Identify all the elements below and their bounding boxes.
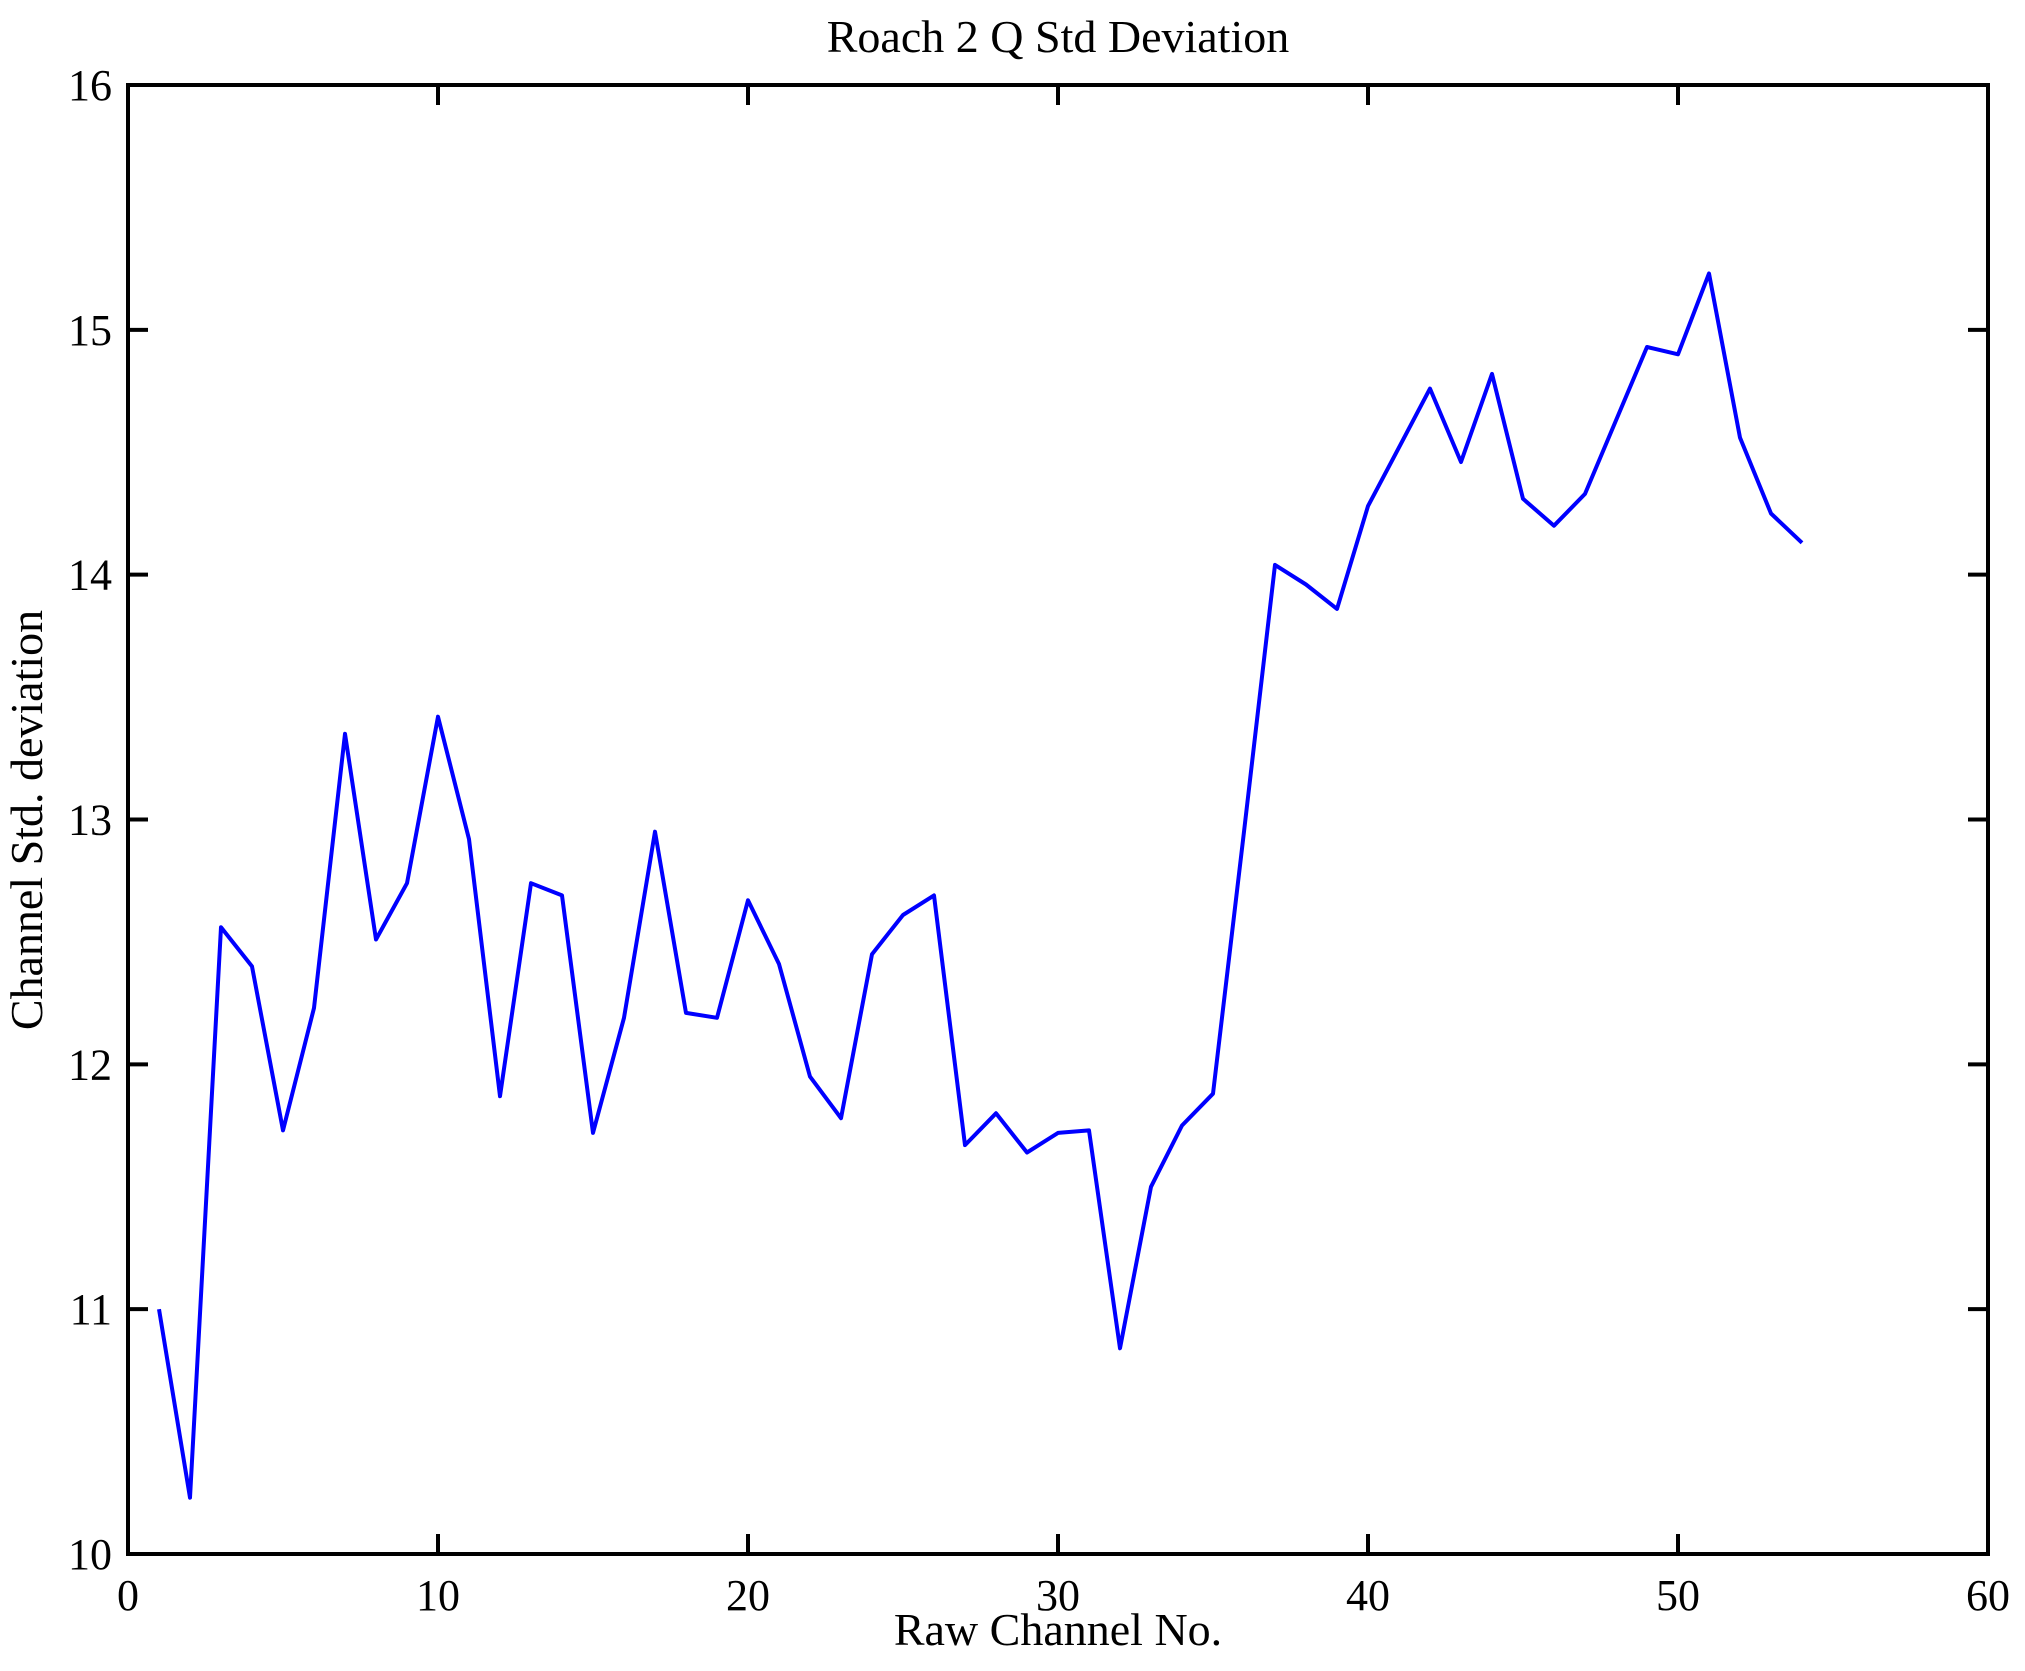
chart-title: Roach 2 Q Std Deviation	[827, 11, 1290, 62]
x-tick-label: 0	[117, 1571, 139, 1620]
data-layer	[157, 271, 1804, 1500]
y-tick-label: 14	[68, 551, 112, 600]
x-tick-label: 20	[726, 1571, 770, 1620]
y-axis-label: Channel Std. deviation	[1, 610, 52, 1030]
y-tick-label: 15	[68, 306, 112, 355]
data-line	[157, 271, 1804, 1500]
y-tick-label: 13	[68, 796, 112, 845]
x-tick-label: 30	[1036, 1571, 1080, 1620]
x-tick-label: 60	[1966, 1571, 2010, 1620]
x-tick-label: 50	[1656, 1571, 1700, 1620]
y-tick-label: 12	[68, 1040, 112, 1089]
y-tick-label: 16	[68, 61, 112, 110]
plot-border	[126, 83, 1990, 1556]
x-tick-label: 40	[1346, 1571, 1390, 1620]
x-axis-label: Raw Channel No.	[894, 1604, 1222, 1655]
y-tick-label: 10	[68, 1530, 112, 1579]
y-tick-label: 11	[70, 1285, 112, 1334]
x-tick-label: 10	[416, 1571, 460, 1620]
